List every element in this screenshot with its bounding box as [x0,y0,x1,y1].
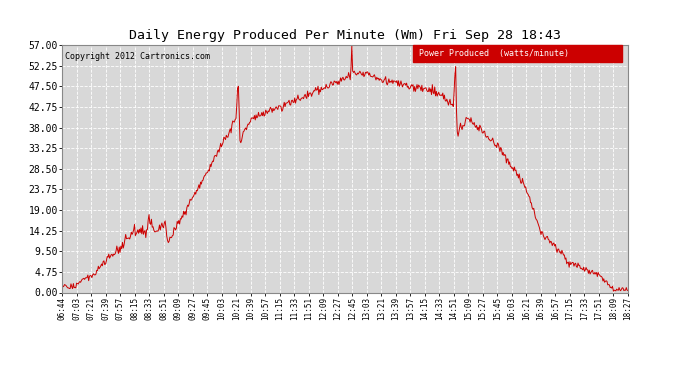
Title: Daily Energy Produced Per Minute (Wm) Fri Sep 28 18:43: Daily Energy Produced Per Minute (Wm) Fr… [129,30,561,42]
Text: Copyright 2012 Cartronics.com: Copyright 2012 Cartronics.com [65,53,210,62]
Bar [413,45,622,62]
Text: Power Produced  (watts/minute): Power Produced (watts/minute) [419,49,569,58]
